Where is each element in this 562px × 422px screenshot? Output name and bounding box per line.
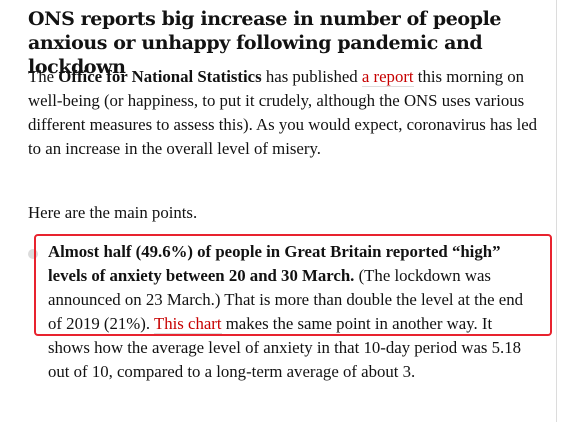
- intro-paragraph: The Office for National Statistics has p…: [28, 65, 550, 161]
- organisation-name: Office for National Statistics: [58, 67, 262, 86]
- bullet-bold-text: Almost half (49.6%) of people in Great B…: [48, 242, 501, 285]
- intro-lead: The: [28, 67, 59, 86]
- bullet-text-post: makes the same point in another way. It …: [48, 314, 522, 381]
- column-divider: [556, 0, 557, 422]
- bullet-text-pre: (The lockdown was announced on 23 March.…: [48, 266, 524, 333]
- bullet-point: Almost half (49.6%) of people in Great B…: [48, 240, 538, 384]
- entry-headline: ONS reports big increase in number of pe…: [28, 8, 502, 78]
- chart-link[interactable]: This chart: [153, 314, 222, 334]
- bullet-dot-icon: [28, 249, 38, 259]
- intro-mid: has published: [261, 67, 362, 86]
- main-points-paragraph: Here are the main points.: [28, 203, 198, 222]
- report-link[interactable]: a report: [361, 67, 414, 87]
- intro-rest: this morning on well-being (or happiness…: [28, 67, 538, 158]
